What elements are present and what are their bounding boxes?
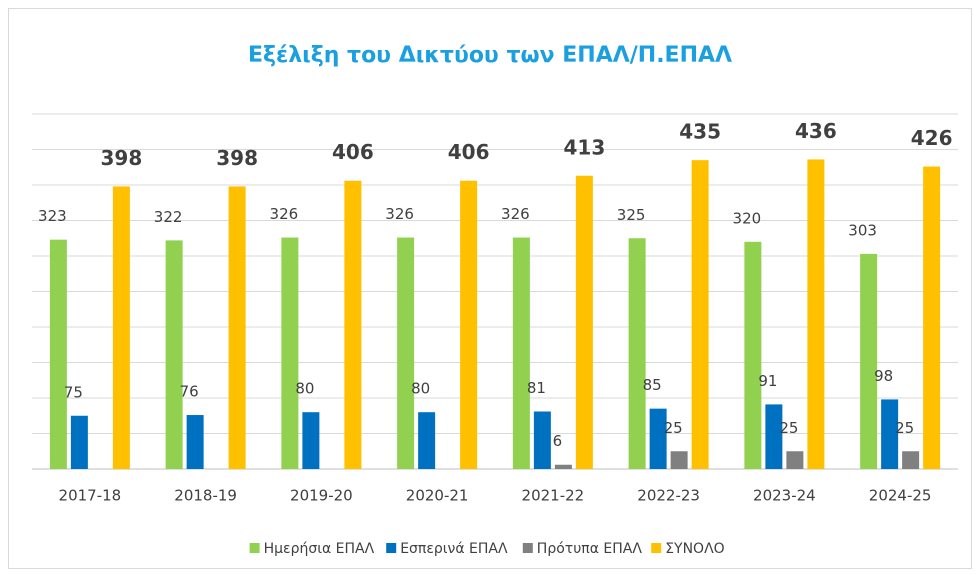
bar (575, 175, 593, 469)
bar (186, 415, 204, 469)
bar (49, 239, 67, 469)
bar (165, 240, 183, 469)
legend-label: Ημερήσια ΕΠΑΛ (264, 541, 375, 557)
data-label: 326 (270, 205, 299, 223)
x-tick-label: 2023-24 (753, 487, 816, 505)
data-label: 406 (448, 140, 490, 164)
bar (923, 166, 941, 470)
chart-title: Εξέλιξη του Δικτύου των ΕΠΑΛ/Π.ΕΠΑΛ (248, 43, 732, 68)
data-label: 25 (895, 419, 914, 437)
bar (228, 186, 246, 470)
legend-swatch (249, 543, 260, 553)
x-tick-label: 2021-22 (522, 487, 585, 505)
data-label: 322 (154, 208, 183, 226)
data-label: 80 (411, 380, 430, 398)
bar (533, 411, 551, 469)
legend-swatch (386, 543, 397, 553)
bar (670, 451, 688, 469)
data-label: 406 (332, 140, 374, 164)
bar (112, 186, 130, 470)
x-tick-label: 2024-25 (869, 487, 932, 505)
bar (344, 180, 362, 470)
bar (786, 451, 804, 469)
bar (70, 415, 88, 469)
data-label: 320 (733, 209, 762, 227)
bar (860, 253, 878, 469)
data-label: 91 (758, 372, 777, 390)
data-label: 25 (779, 419, 798, 437)
data-label: 325 (617, 206, 646, 224)
data-label: 326 (385, 205, 414, 223)
data-label: 426 (911, 126, 953, 150)
data-label: 76 (180, 383, 199, 401)
bar (302, 412, 320, 469)
bar (902, 451, 920, 469)
bar (460, 180, 478, 470)
x-tick-label: 2020-21 (406, 487, 469, 505)
data-label: 85 (643, 376, 662, 394)
data-label: 398 (216, 146, 258, 170)
legend-label: ΣΥΝΟΛΟ (665, 541, 725, 557)
bar (691, 160, 709, 469)
bar (418, 412, 436, 469)
data-label: 326 (501, 205, 530, 223)
data-label: 323 (38, 207, 67, 225)
bar (649, 408, 667, 469)
data-label: 6 (553, 432, 563, 450)
bar (765, 404, 783, 469)
bar (881, 399, 899, 469)
bar (397, 237, 415, 469)
x-tick-label: 2018-19 (174, 487, 237, 505)
data-label: 303 (848, 221, 877, 239)
bar (281, 237, 299, 469)
x-tick-label: 2017-18 (59, 487, 122, 505)
x-tick-label: 2019-20 (290, 487, 353, 505)
data-label: 81 (527, 379, 546, 397)
bar (512, 237, 530, 469)
bar (744, 241, 762, 469)
data-label: 435 (679, 120, 721, 144)
bar (628, 238, 646, 469)
bar (807, 159, 825, 469)
bar (554, 464, 572, 469)
data-label: 80 (295, 380, 314, 398)
legend-swatch (651, 543, 662, 553)
x-tick-label: 2022-23 (637, 487, 700, 505)
legend-swatch (522, 543, 533, 553)
data-label: 98 (874, 367, 893, 385)
chart-border (8, 8, 972, 569)
data-label: 75 (64, 383, 83, 401)
data-label: 25 (664, 419, 683, 437)
legend-label: Εσπερινά ΕΠΑΛ (400, 541, 508, 557)
data-label: 413 (564, 135, 606, 159)
data-label: 436 (795, 119, 837, 143)
legend-label: Πρότυπα ΕΠΑΛ (537, 541, 643, 557)
data-label: 398 (101, 146, 143, 170)
